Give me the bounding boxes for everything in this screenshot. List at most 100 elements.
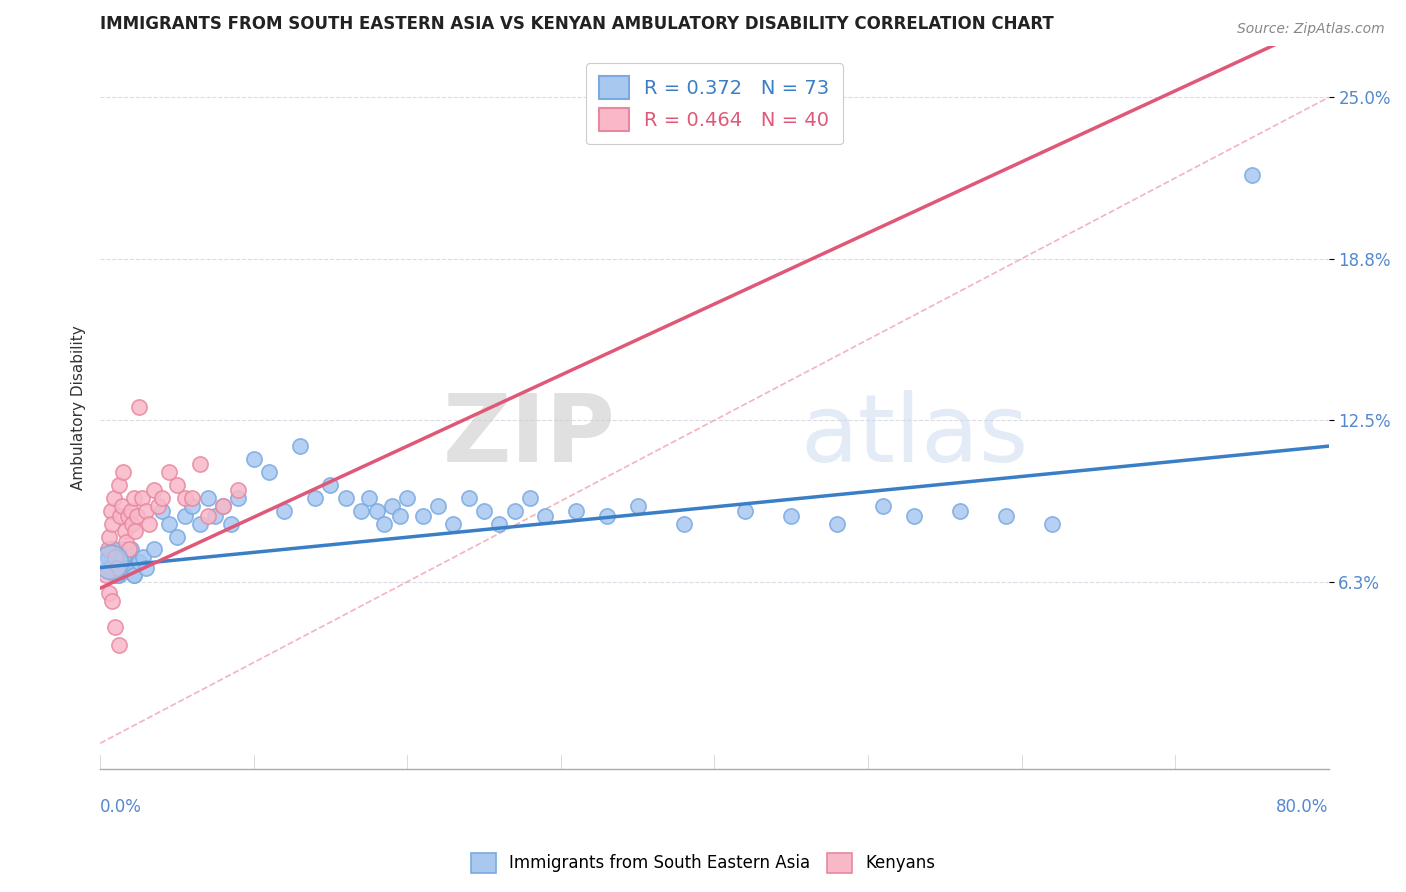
Point	[427, 499, 450, 513]
Point	[122, 568, 145, 582]
Point	[131, 491, 153, 505]
Point	[142, 542, 165, 557]
Point	[780, 508, 803, 523]
Point	[122, 491, 145, 505]
Point	[97, 550, 120, 565]
Point	[412, 508, 434, 523]
Point	[142, 483, 165, 497]
Point	[173, 508, 195, 523]
Point	[441, 516, 464, 531]
Point	[228, 483, 250, 497]
Point	[138, 516, 160, 531]
Point	[212, 499, 235, 513]
Point	[100, 560, 122, 574]
Point	[197, 508, 219, 523]
Point	[112, 465, 135, 479]
Point	[150, 504, 173, 518]
Point	[101, 594, 124, 608]
Point	[104, 620, 127, 634]
Point	[101, 516, 124, 531]
Text: IMMIGRANTS FROM SOUTH EASTERN ASIA VS KENYAN AMBULATORY DISABILITY CORRELATION C: IMMIGRANTS FROM SOUTH EASTERN ASIA VS KE…	[100, 15, 1054, 33]
Point	[373, 516, 395, 531]
Point	[219, 516, 242, 531]
Point	[672, 516, 695, 531]
Point	[288, 439, 311, 453]
Point	[128, 401, 150, 415]
Point	[335, 491, 357, 505]
Point	[357, 491, 380, 505]
Point	[120, 550, 142, 565]
Point	[188, 457, 211, 471]
Point	[488, 516, 510, 531]
Point	[135, 504, 157, 518]
Point	[166, 478, 188, 492]
Point	[105, 568, 128, 582]
Point	[107, 555, 129, 569]
Point	[108, 508, 131, 523]
Y-axis label: Ambulatory Disability: Ambulatory Disability	[72, 325, 86, 490]
Point	[319, 478, 342, 492]
Point	[103, 491, 125, 505]
Point	[1040, 516, 1063, 531]
Point	[111, 499, 134, 513]
Point	[118, 542, 141, 557]
Point	[273, 504, 295, 518]
Point	[596, 508, 619, 523]
Point	[825, 516, 848, 531]
Point	[157, 465, 180, 479]
Point	[115, 534, 138, 549]
Point	[107, 478, 129, 492]
Point	[112, 555, 135, 569]
Point	[188, 516, 211, 531]
Point	[97, 542, 120, 557]
Point	[381, 499, 404, 513]
Point	[366, 504, 388, 518]
Text: 80.0%: 80.0%	[1277, 798, 1329, 816]
Point	[157, 516, 180, 531]
Point	[181, 499, 204, 513]
Point	[519, 491, 541, 505]
Point	[132, 550, 155, 565]
Text: ZIP: ZIP	[443, 391, 616, 483]
Text: atlas: atlas	[800, 391, 1029, 483]
Point	[128, 555, 150, 569]
Point	[104, 568, 127, 582]
Text: Source: ZipAtlas.com: Source: ZipAtlas.com	[1237, 22, 1385, 37]
Point	[350, 504, 373, 518]
Point	[949, 504, 972, 518]
Point	[117, 508, 139, 523]
Point	[472, 504, 495, 518]
Point	[103, 542, 125, 557]
Point	[112, 550, 135, 565]
Point	[105, 560, 128, 574]
Point	[148, 499, 170, 513]
Point	[115, 560, 138, 574]
Point	[97, 560, 120, 574]
Point	[304, 491, 326, 505]
Point	[107, 638, 129, 652]
Point	[565, 504, 588, 518]
Point	[124, 524, 146, 539]
Point	[101, 550, 124, 565]
Point	[107, 568, 129, 582]
Point	[98, 530, 121, 544]
Point	[121, 516, 143, 531]
Point	[242, 452, 264, 467]
Point	[104, 560, 127, 574]
Point	[197, 491, 219, 505]
Point	[257, 465, 280, 479]
Point	[534, 508, 557, 523]
Point	[173, 491, 195, 505]
Point	[457, 491, 479, 505]
Point	[101, 542, 124, 557]
Point	[98, 586, 121, 600]
Point	[995, 508, 1018, 523]
Point	[181, 491, 204, 505]
Point	[120, 504, 142, 518]
Point	[104, 550, 127, 565]
Text: 0.0%: 0.0%	[100, 798, 142, 816]
Point	[125, 508, 148, 523]
Point	[100, 504, 122, 518]
Legend: R = 0.372   N = 73, R = 0.464   N = 40: R = 0.372 N = 73, R = 0.464 N = 40	[586, 62, 844, 145]
Point	[96, 568, 118, 582]
